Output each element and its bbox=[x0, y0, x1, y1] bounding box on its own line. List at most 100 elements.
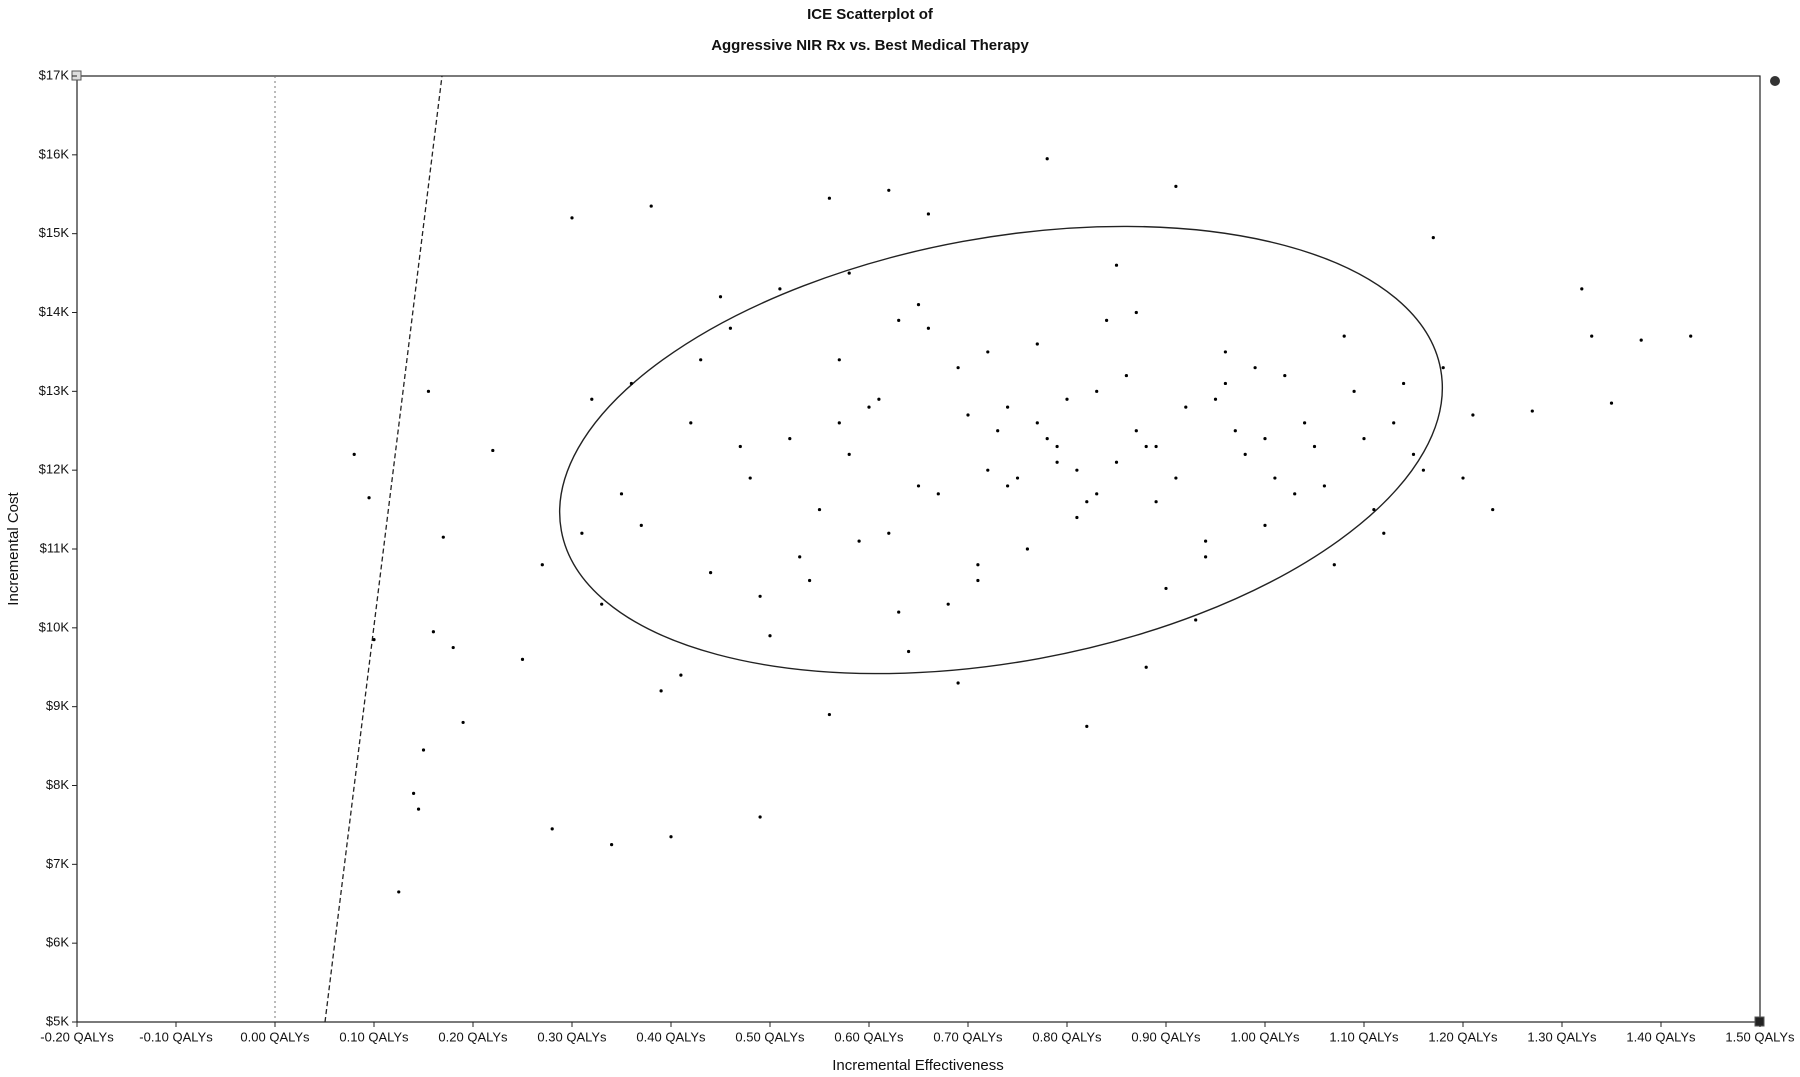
x-tick-label: 1.40 QALYs bbox=[1626, 1029, 1696, 1044]
y-tick-label: $13K bbox=[39, 383, 70, 398]
plot-frame bbox=[76, 75, 1761, 1023]
point bbox=[1144, 444, 1148, 449]
y-tick-label: $11K bbox=[40, 540, 70, 555]
point bbox=[1025, 547, 1029, 551]
point bbox=[1233, 429, 1237, 433]
point bbox=[1124, 373, 1128, 378]
point bbox=[956, 366, 960, 370]
y-tick-label: $8K bbox=[46, 777, 69, 792]
y-axis-title: Incremental Cost bbox=[5, 491, 22, 605]
point bbox=[1411, 452, 1416, 456]
point bbox=[837, 421, 841, 425]
point bbox=[1035, 342, 1039, 346]
point bbox=[1312, 444, 1317, 449]
point bbox=[441, 535, 445, 539]
point bbox=[768, 634, 772, 638]
point bbox=[788, 437, 792, 441]
point bbox=[897, 610, 901, 614]
point bbox=[639, 523, 643, 527]
point bbox=[1105, 318, 1109, 322]
point bbox=[629, 381, 634, 386]
point bbox=[1590, 334, 1594, 338]
point bbox=[1263, 437, 1267, 441]
point bbox=[1253, 366, 1257, 370]
point bbox=[1223, 381, 1227, 386]
point bbox=[1055, 444, 1059, 449]
point bbox=[1164, 586, 1168, 591]
point bbox=[1085, 724, 1089, 728]
point bbox=[1580, 287, 1584, 291]
point bbox=[1085, 500, 1089, 504]
point bbox=[1342, 334, 1346, 338]
x-tick-label: 1.30 QALYs bbox=[1527, 1029, 1597, 1044]
point bbox=[689, 421, 693, 425]
point bbox=[1204, 555, 1208, 559]
point bbox=[416, 807, 421, 811]
point bbox=[808, 578, 812, 583]
point bbox=[1352, 389, 1356, 393]
point bbox=[976, 563, 980, 567]
point bbox=[1144, 665, 1148, 669]
x-tick-label: 1.10 QALYs bbox=[1329, 1029, 1399, 1044]
point bbox=[1154, 500, 1158, 504]
point bbox=[996, 429, 1000, 433]
point bbox=[1639, 338, 1643, 342]
point bbox=[590, 397, 594, 401]
point bbox=[887, 188, 891, 192]
point bbox=[1362, 437, 1366, 441]
point bbox=[421, 748, 426, 752]
point bbox=[827, 196, 832, 200]
point bbox=[461, 720, 465, 725]
point bbox=[1065, 397, 1069, 401]
corner-marker[interactable] bbox=[1770, 76, 1780, 86]
point bbox=[669, 835, 673, 839]
point bbox=[827, 712, 832, 717]
x-tick-label: 0.20 QALYs bbox=[438, 1029, 508, 1044]
point bbox=[926, 212, 931, 216]
point bbox=[352, 452, 356, 456]
x-tick-label: 0.30 QALYs bbox=[537, 1029, 607, 1044]
point bbox=[857, 539, 861, 543]
point bbox=[1154, 444, 1158, 449]
point bbox=[1174, 476, 1178, 480]
point bbox=[738, 444, 742, 449]
point bbox=[1006, 484, 1010, 488]
point bbox=[1303, 421, 1307, 425]
point bbox=[887, 531, 891, 535]
point bbox=[1441, 366, 1445, 370]
point bbox=[1273, 476, 1277, 480]
point bbox=[1471, 413, 1475, 417]
point bbox=[1372, 507, 1376, 512]
point bbox=[1174, 184, 1178, 188]
point bbox=[1322, 484, 1326, 488]
x-tick-label: 0.60 QALYs bbox=[834, 1029, 904, 1044]
point bbox=[1015, 476, 1020, 480]
point bbox=[1075, 468, 1079, 472]
point bbox=[1075, 515, 1079, 520]
point bbox=[1293, 492, 1297, 496]
point bbox=[907, 649, 911, 654]
point bbox=[1045, 437, 1049, 441]
y-tick-label: $14K bbox=[39, 304, 70, 319]
point bbox=[550, 827, 554, 831]
point bbox=[451, 645, 455, 650]
point bbox=[926, 326, 931, 330]
point bbox=[1055, 460, 1059, 464]
point bbox=[837, 358, 841, 362]
point bbox=[1431, 236, 1435, 240]
point bbox=[1530, 409, 1534, 413]
point bbox=[1689, 334, 1693, 338]
point bbox=[679, 673, 683, 677]
point bbox=[1035, 421, 1039, 425]
x-tick-label: 1.00 QALYs bbox=[1230, 1029, 1300, 1044]
point bbox=[1184, 405, 1188, 409]
point bbox=[1114, 263, 1119, 267]
point bbox=[580, 531, 584, 535]
point bbox=[1223, 350, 1227, 354]
point bbox=[946, 602, 950, 606]
point bbox=[1114, 460, 1119, 464]
point bbox=[956, 681, 960, 685]
point bbox=[1461, 476, 1465, 480]
point bbox=[540, 563, 544, 567]
point bbox=[1213, 397, 1218, 401]
